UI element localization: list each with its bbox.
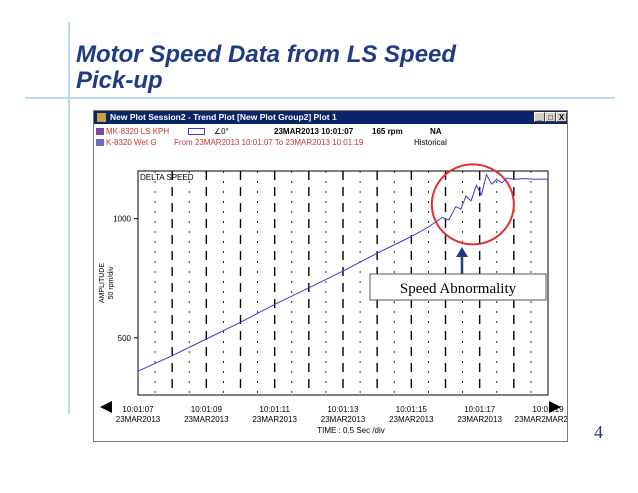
time-range: From 23MAR2013 10:01:07 To 23MAR2013 10:… [174,138,364,147]
scroll-left-arrow [100,401,112,413]
tag-marker-icon [96,139,104,146]
cursor-value: 165 rpm [372,127,403,136]
data-mode: Historical [414,138,447,147]
window-titlebar[interactable]: New Plot Session2 - Trend Plot [New Plot… [94,111,567,124]
info-panel: MK-8320 LS KPH ∠0° 23MAR2013 10:01:07 16… [94,124,567,154]
x-tick-date: 23MAR2013 [116,415,161,424]
x-tick-date: 23MAR2MAR2013 [515,415,567,424]
y-tick-label: 500 [118,334,132,343]
cursor-datetime: 23MAR2013 10:01:07 [274,127,354,136]
abnormality-circle [430,163,515,246]
status-value: NA [430,127,442,136]
slide-title-line-2: Pick-up [76,67,163,94]
app-icon [97,113,106,122]
slide-horizontal-rule [25,97,615,99]
tag-marker-icon [96,128,104,135]
info-row-2: K-8320 Wet G From 23MAR2013 10:01:07 To … [94,138,567,149]
annotation-arrow-head [456,247,468,257]
slide-title-line-1: Motor Speed Data from LS Speed [76,41,457,68]
slide-vertical-rule [68,22,70,414]
x-tick-time: 10:01:13 [327,405,359,414]
annotation-box [369,273,547,301]
slide-number: 4 [594,422,603,442]
y-axis-label: 50 rpm/div [108,266,115,299]
y-axis-label: AMPLITUDE [99,263,106,303]
slide-title: Motor Speed Data from LS Speed Pick-up [76,42,596,94]
x-axis-label: TIME : 0.5 Sec /div [317,426,385,435]
chart-title: DELTA SPEED [140,173,194,182]
trend-chart: 500 1000 AMPLITUDE 50 rpm/div DELTA SPEED 10:… [99,163,567,435]
maximize-button[interactable]: □ [545,112,556,122]
x-tick-time: 10:01:17 [464,405,496,414]
tag-name-2: K-8320 Wet G [106,138,157,147]
trend-plot-window: New Plot Session2 - Trend Plot [New Plot… [93,110,568,442]
y-tick-label: 1000 [113,215,131,224]
x-tick-time: 10:01:15 [396,405,428,414]
x-tick-time: 10:01:09 [191,405,223,414]
x-tick-time: 10:01:11 [259,405,290,414]
close-button[interactable]: X [556,112,567,122]
x-tick-time: 10:01:07 [122,405,154,414]
tag-name-1: MK-8320 LS KPH [106,127,170,136]
x-tick-time: 10:01:19 [532,405,564,414]
trace-color-swatch [188,128,205,135]
x-tick-date: 23MAR2013 [321,415,366,424]
window-title: New Plot Session2 - Trend Plot [New Plot… [110,112,337,122]
info-row-1: MK-8320 LS KPH ∠0° 23MAR2013 10:01:07 16… [94,127,567,138]
minimize-button[interactable]: _ [534,112,545,122]
x-tick-date: 23MAR2013 [457,415,502,424]
scroll-right-arrow [549,401,561,413]
x-tick-date: 23MAR2013 [252,415,297,424]
phase-angle: ∠0° [214,127,229,136]
x-tick-date: 23MAR2013 [389,415,434,424]
x-tick-date: 23MAR2013 [184,415,229,424]
annotation-label: Speed Abnormality [400,281,517,297]
